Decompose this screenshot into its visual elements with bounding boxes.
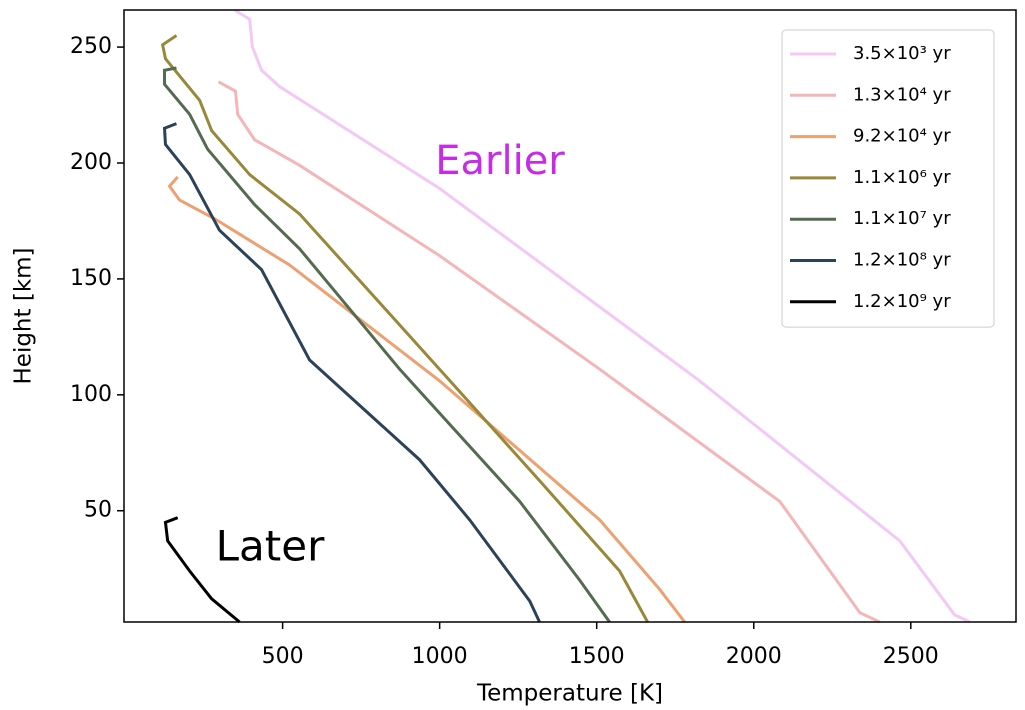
y-tick-label: 200 — [70, 150, 112, 175]
x-tick-label: 2000 — [726, 644, 782, 669]
series-line — [167, 175, 686, 623]
series-line — [233, 8, 971, 624]
legend-box — [781, 29, 995, 328]
x-tick-label: 2500 — [883, 644, 939, 669]
y-tick-label: 150 — [70, 266, 112, 291]
series-line — [217, 80, 881, 624]
x-tick-label: 1000 — [412, 644, 468, 669]
series-line — [162, 122, 541, 623]
y-axis-label: Height [km] — [11, 247, 37, 384]
series-line — [163, 516, 241, 624]
legend-label: 1.1×10⁶ yr — [853, 167, 951, 188]
y-tick-label: 50 — [84, 498, 112, 523]
x-tick-label: 500 — [262, 644, 304, 669]
annotation: Later — [216, 522, 325, 571]
series-line — [163, 66, 611, 623]
y-tick-label: 250 — [70, 34, 112, 59]
series-line — [160, 34, 649, 623]
annotation: Earlier — [435, 138, 565, 184]
legend-label: 3.5×10³ yr — [853, 43, 951, 64]
plot-frame — [123, 9, 1017, 623]
legend-label: 1.2×10⁹ yr — [853, 291, 951, 312]
legend-label: 1.1×10⁷ yr — [853, 208, 951, 229]
legend-label: 1.3×10⁴ yr — [853, 84, 951, 105]
legend-label: 1.2×10⁸ yr — [853, 250, 951, 271]
x-axis-label: Temperature [K] — [476, 681, 663, 707]
legend-label: 9.2×10⁴ yr — [853, 126, 951, 147]
y-tick-label: 100 — [70, 382, 112, 407]
x-tick-label: 1500 — [569, 644, 625, 669]
